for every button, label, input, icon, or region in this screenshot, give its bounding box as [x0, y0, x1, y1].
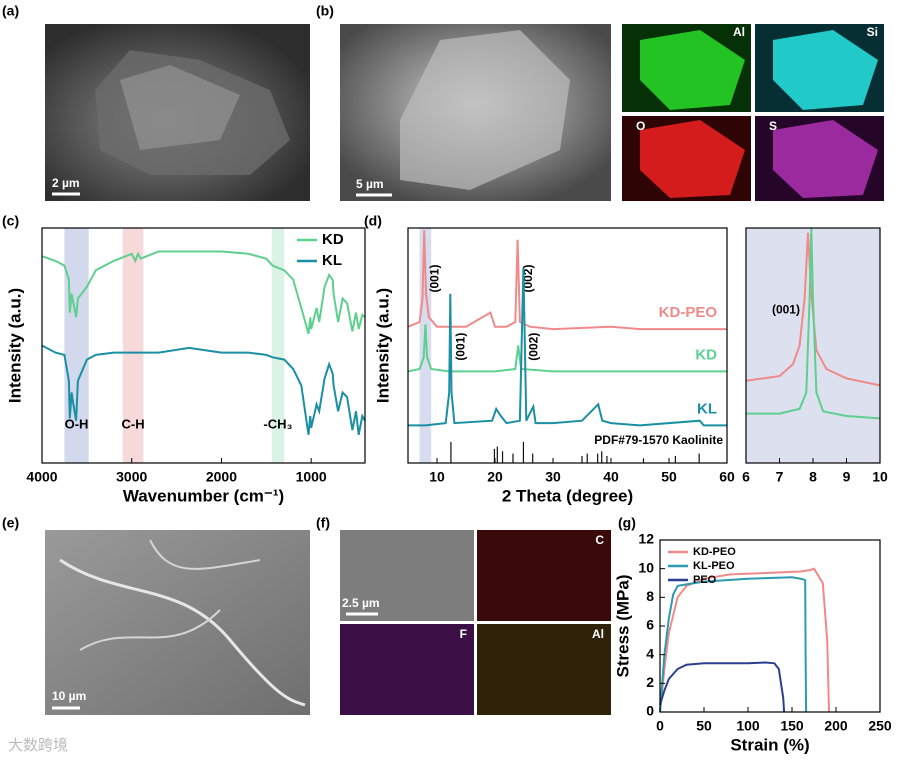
series-line — [41, 250, 366, 335]
x-tick-label: 2000 — [206, 469, 237, 485]
reference-label: PDF#79-1570 Kaolinite — [594, 433, 723, 447]
x-axis-label: 2 Theta (degree) — [502, 486, 633, 505]
plot-frame — [407, 227, 728, 464]
x-tick-label: 10 — [429, 469, 445, 485]
panel-label: (g) — [618, 515, 636, 531]
x-tick-label: 50 — [661, 469, 677, 485]
sem-image-b: 5 µm — [340, 24, 611, 201]
scale-bar-label: 5 µm — [356, 177, 384, 191]
panel-label: (e) — [2, 515, 19, 531]
panel-label: (a) — [2, 3, 19, 19]
band-label: C-H — [122, 416, 145, 431]
x-axis-label: Wavenumber (cm⁻¹) — [123, 486, 284, 505]
legend-label: PEO — [693, 574, 717, 586]
series-line — [659, 576, 808, 713]
series-line — [41, 344, 366, 435]
map-label: O — [636, 119, 645, 133]
eds-maps-f: 2.5 µm C F Al — [340, 530, 611, 715]
x-tick-label: 60 — [719, 469, 735, 485]
band — [64, 228, 89, 463]
series-line — [659, 567, 830, 713]
map-label: Al — [733, 25, 745, 39]
y-axis-label: Stress (MPa) — [613, 575, 632, 678]
series-line — [659, 661, 786, 713]
x-tick-label: 1000 — [296, 469, 327, 485]
legend-label: KD-PEO — [693, 546, 736, 558]
panel-label: (d) — [364, 213, 382, 229]
x-tick-label: 100 — [736, 718, 760, 734]
panel-label: (f) — [316, 515, 330, 531]
series-line — [408, 267, 727, 427]
map-label: Si — [867, 25, 878, 39]
scale-bar-label: 10 µm — [52, 689, 86, 703]
legend-label: KD — [322, 231, 344, 248]
series-line — [745, 232, 881, 387]
x-tick-label: 40 — [603, 469, 619, 485]
band-label: -CH₃ — [263, 416, 292, 431]
band — [419, 228, 432, 463]
x-tick-label: 10 — [872, 469, 888, 485]
band — [271, 228, 285, 463]
x-tick-label: 20 — [487, 469, 503, 485]
x-tick-label: 200 — [824, 718, 848, 734]
x-tick-label: 50 — [696, 718, 712, 734]
legend-label: KL — [322, 252, 342, 269]
x-tick-label: 0 — [656, 718, 664, 734]
x-tick-label: 8 — [809, 469, 817, 485]
x-tick-label: 9 — [843, 469, 851, 485]
map-label: F — [460, 627, 467, 641]
panel-label: (c) — [2, 213, 19, 229]
y-axis-label: Intensity (a.u.) — [373, 288, 392, 403]
x-tick-label: 4000 — [26, 469, 57, 485]
peak-label: (002) — [527, 333, 541, 361]
peak-label: (001) — [772, 302, 800, 316]
y-tick-label: 6 — [646, 617, 654, 633]
sem-image-a: 2 µm — [45, 24, 310, 201]
map-label: S — [769, 119, 777, 133]
map-label: C — [595, 533, 604, 547]
y-tick-label: 2 — [646, 674, 654, 690]
series-line — [407, 324, 727, 373]
legend-label: KD-PEO — [659, 304, 718, 321]
x-tick-label: 30 — [545, 469, 561, 485]
x-tick-label: 150 — [780, 718, 804, 734]
scale-bar-label: 2.5 µm — [342, 596, 380, 610]
map-label: Al — [592, 627, 604, 641]
x-tick-label: 3000 — [116, 469, 147, 485]
watermark: 大数跨境 — [8, 736, 68, 754]
y-tick-label: 10 — [638, 559, 654, 575]
y-tick-label: 12 — [638, 531, 654, 547]
eds-maps-b: Al Si O S — [622, 24, 884, 201]
scale-bar-label: 2 µm — [52, 176, 80, 190]
y-axis-label: Intensity (a.u.) — [5, 288, 24, 403]
panel-label: (b) — [316, 3, 334, 19]
x-tick-label: 7 — [776, 469, 784, 485]
series-line — [407, 230, 727, 331]
band — [122, 228, 144, 463]
x-axis-label: Strain (%) — [730, 735, 809, 754]
y-tick-label: 8 — [646, 588, 654, 604]
legend-label: KL-PEO — [693, 560, 735, 572]
legend-label: KL — [697, 400, 717, 417]
y-tick-label: 4 — [646, 645, 654, 661]
peak-label: (001) — [427, 265, 441, 293]
sem-image-e: 10 µm — [45, 530, 310, 715]
plot-frame — [41, 227, 366, 464]
y-tick-label: 0 — [646, 703, 654, 719]
band-label: O-H — [65, 416, 89, 431]
x-tick-label: 250 — [868, 718, 892, 734]
peak-label: (001) — [454, 333, 468, 361]
legend-label: KD — [695, 346, 717, 363]
x-tick-label: 6 — [742, 469, 750, 485]
